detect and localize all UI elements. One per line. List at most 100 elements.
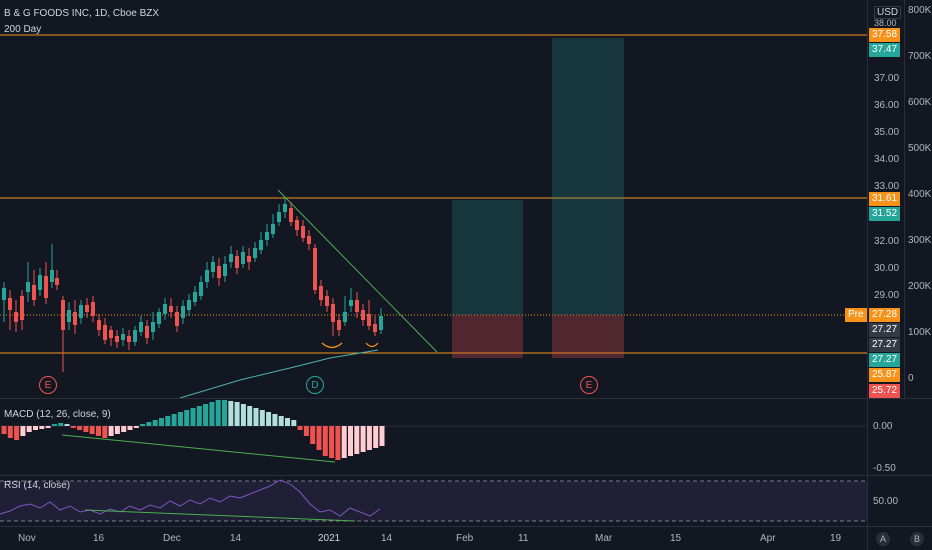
- macd-histogram-bar: [228, 401, 234, 426]
- currency-label: USD: [874, 6, 902, 19]
- macd-histogram-bar: [247, 406, 253, 426]
- price-tick: 35.00: [874, 127, 900, 138]
- volume-axis[interactable]: 800K 700K 600K 500K 400K 300K 200K 100K …: [905, 0, 932, 398]
- price-tick: 30.00: [874, 263, 900, 274]
- candle-body: [343, 312, 347, 322]
- candle-body: [307, 236, 311, 244]
- candle-body: [151, 322, 155, 332]
- candle-body: [97, 320, 101, 330]
- time-label: Feb: [456, 533, 474, 544]
- candle-body: [67, 310, 71, 322]
- candle-body: [337, 320, 341, 330]
- candle-body: [295, 220, 299, 230]
- main-chart-pane[interactable]: B & G FOODS INC, 1D, Cboe BZX 200 Day E …: [0, 0, 867, 398]
- macd-histogram-bar: [184, 410, 190, 426]
- macd-histogram-bar: [222, 400, 227, 426]
- time-label: 14: [230, 533, 242, 544]
- candle-body: [199, 282, 203, 296]
- price-tick: 29.00: [874, 290, 900, 301]
- candle-body: [211, 262, 215, 272]
- candle-body: [259, 240, 263, 250]
- price-tag: 27.27: [869, 338, 901, 352]
- log-scale-button[interactable]: B: [910, 532, 924, 546]
- candle-body: [187, 300, 191, 310]
- auto-scale-button[interactable]: A: [876, 532, 890, 546]
- time-label: Nov: [18, 533, 36, 544]
- rsi-pane[interactable]: RSI (14, close): [0, 476, 867, 526]
- descending-trendline: [277, 189, 438, 353]
- candle-body: [235, 256, 239, 268]
- earnings-event-icon[interactable]: E: [580, 376, 598, 394]
- candle-body: [331, 304, 335, 322]
- candle-body: [217, 266, 221, 278]
- candle-body: [91, 302, 95, 316]
- volume-tick: 800K: [908, 5, 932, 16]
- ma-indicator-label[interactable]: 200 Day: [4, 24, 42, 35]
- macd-histogram-bar: [14, 426, 20, 440]
- macd-histogram-bar: [291, 420, 297, 426]
- macd-histogram-bar: [133, 426, 139, 428]
- rsi-divergence-line: [84, 509, 356, 522]
- macd-histogram-bar: [316, 426, 322, 450]
- position-loss-zone-2: [552, 315, 624, 358]
- candle-body: [85, 305, 89, 312]
- macd-histogram-bar: [215, 400, 221, 426]
- candle-body: [289, 208, 293, 222]
- candle-body: [26, 282, 30, 292]
- macd-histogram-bar: [341, 426, 347, 458]
- macd-histogram-bar: [196, 406, 202, 426]
- macd-histogram-bar: [89, 426, 95, 434]
- time-label: 16: [93, 533, 105, 544]
- candle-body: [181, 306, 185, 318]
- macd-histogram-bar: [58, 423, 64, 426]
- macd-pane[interactable]: MACD (12, 26, close, 9): [0, 399, 867, 475]
- earnings-event-icon[interactable]: E: [39, 376, 57, 394]
- macd-histogram-bar: [20, 426, 26, 436]
- ma-200-line: [179, 349, 379, 398]
- price-tick: 32.00: [874, 236, 900, 247]
- macd-histogram-bar: [51, 424, 57, 426]
- macd-divergence-line: [61, 434, 336, 463]
- time-axis[interactable]: Nov 16 Dec 14 2021 14 Feb 11 Mar 15 Apr …: [0, 527, 867, 550]
- candle-body: [14, 312, 18, 322]
- dividend-event-icon[interactable]: D: [306, 376, 324, 394]
- price-tag: 37.47: [869, 43, 901, 57]
- macd-histogram-bar: [354, 426, 360, 454]
- time-label: Mar: [595, 533, 613, 544]
- rsi-label[interactable]: RSI (14, close): [4, 480, 71, 491]
- price-tick: 38.00: [874, 18, 897, 28]
- candle-body: [283, 204, 287, 212]
- price-tick: 37.00: [874, 73, 900, 84]
- macd-histogram-bar: [165, 416, 171, 426]
- macd-label[interactable]: MACD (12, 26, close, 9): [4, 409, 111, 420]
- candle-body: [139, 322, 143, 332]
- volume-tick: 300K: [908, 235, 932, 246]
- candle-body: [205, 270, 209, 282]
- macd-histogram-bar: [70, 426, 76, 428]
- price-tag: 27.27: [869, 353, 901, 367]
- time-label: Dec: [163, 533, 181, 544]
- candle-body: [79, 305, 83, 318]
- candle-body: [265, 232, 269, 240]
- price-chart[interactable]: [0, 0, 867, 398]
- candle-body: [32, 285, 36, 300]
- volume-tick: 100K: [908, 327, 932, 338]
- candle-body: [253, 248, 257, 258]
- macd-histogram-bar: [278, 416, 284, 426]
- price-axis[interactable]: USD 38.00 37.00 36.00 35.00 34.00 33.00 …: [868, 0, 904, 398]
- time-label: 2021: [318, 533, 341, 544]
- volume-tick: 200K: [908, 281, 932, 292]
- macd-histogram-bar: [234, 402, 240, 426]
- macd-histogram-bar: [379, 426, 385, 446]
- candle-body: [193, 292, 197, 302]
- macd-histogram-bar: [102, 426, 108, 438]
- macd-histogram-bar: [259, 410, 265, 426]
- candle-body: [163, 304, 167, 314]
- candle-body: [2, 288, 6, 300]
- candle-body: [145, 326, 149, 338]
- macd-histogram-bar: [209, 402, 215, 426]
- macd-histogram-bar: [39, 426, 45, 429]
- macd-histogram-bar: [240, 404, 246, 426]
- volume-tick: 600K: [908, 97, 932, 108]
- candle-body: [20, 296, 24, 320]
